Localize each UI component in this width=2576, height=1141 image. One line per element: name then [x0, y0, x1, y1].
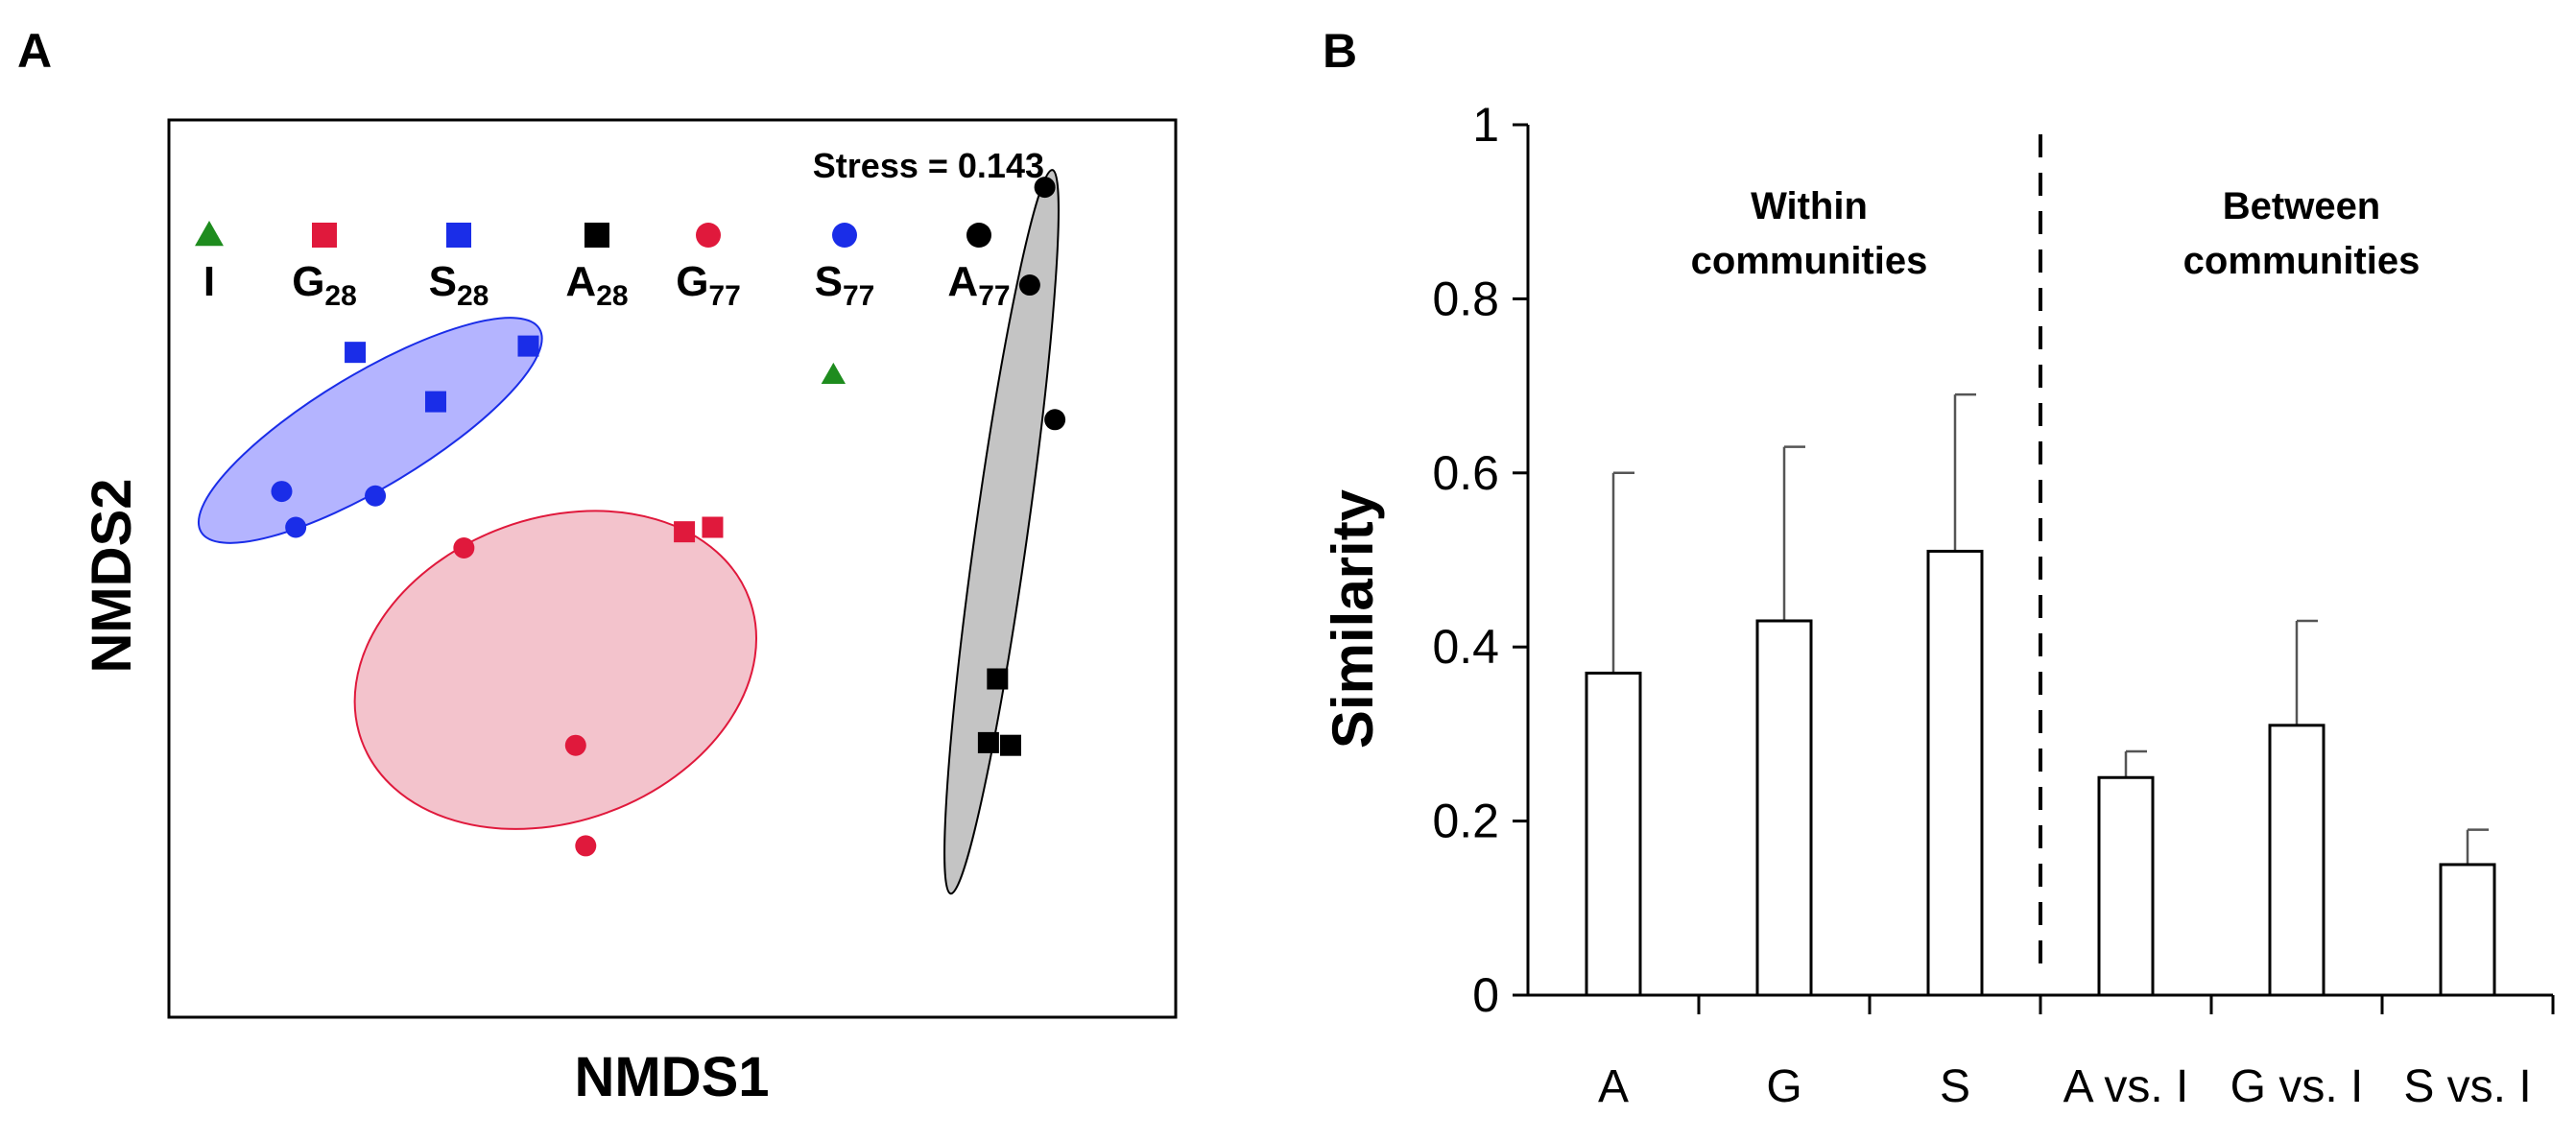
ellipse-g: [353, 510, 757, 830]
point-s-circle: [271, 481, 293, 503]
legend-label: A28: [565, 258, 628, 312]
legend-label: S77: [815, 258, 875, 312]
y-axis-label-similarity: Similarity: [1321, 488, 1385, 749]
legend-item-a28-square: A28: [565, 223, 629, 312]
point-a-square: [999, 734, 1021, 756]
nmds-plot: I G28 S28 A28 G77 S77 A77 Stress = 0.143 NMDS1…: [81, 118, 1178, 1108]
y-tick-label: 0.2: [1432, 795, 1499, 848]
legend-item-g28-square: G28: [292, 223, 357, 312]
panel-label-b: B: [1323, 24, 1357, 78]
legend-marker-triangle: [195, 221, 224, 247]
group-label-between-line2: communities: [2183, 240, 2421, 282]
y-tick-label: 0: [1472, 968, 1499, 1022]
y-axis-label-nmds2: NMDS2: [81, 478, 143, 673]
ellipse-a: [943, 169, 1060, 895]
x-tick-label-s: S: [1940, 1061, 1970, 1112]
legend-item-a77-circle: A77: [947, 223, 1011, 312]
point-g-circle: [575, 835, 597, 857]
group-label-within-line2: communities: [1691, 240, 1928, 282]
point-s-square: [345, 342, 367, 364]
group-label-within-line1: Within: [1751, 185, 1868, 227]
legend-marker-square: [584, 223, 609, 248]
bar-s-vs-i: [2439, 863, 2496, 997]
ordination-points: [271, 177, 1066, 857]
point-s-circle: [285, 516, 307, 538]
legend-marker-circle: [966, 223, 991, 248]
legend-label: G77: [676, 258, 741, 312]
stress-annotation: Stress = 0.143: [813, 146, 1044, 185]
x-tick-label-g-vs-i: G vs. I: [2230, 1061, 2364, 1112]
legend-marker-circle: [696, 223, 721, 248]
legend-item-g77-circle: G77: [676, 223, 741, 312]
point-s-square: [424, 391, 446, 413]
point-g-square: [702, 516, 724, 538]
point-g-circle: [453, 536, 475, 559]
legend-item-s28-square: S28: [429, 223, 489, 312]
panel-label-a: A: [17, 24, 52, 78]
point-s-circle: [365, 485, 387, 507]
legend-label: G28: [292, 258, 357, 312]
point-a-circle: [1018, 274, 1040, 297]
point-a-square: [977, 731, 999, 753]
x-tick-label-g: G: [1766, 1061, 1801, 1112]
y-tick-label: 0.8: [1432, 272, 1499, 325]
point-a-square: [987, 668, 1009, 690]
point-i-triangle: [821, 362, 846, 385]
legend-marker-circle: [832, 223, 857, 248]
x-tick-label-a: A: [1598, 1061, 1629, 1112]
legend-marker-square: [312, 223, 337, 248]
legend-item-s77-circle: S77: [815, 223, 875, 312]
legend: I G28 S28 A28 G77 S77 A77: [195, 221, 1011, 312]
x-tick-label-s-vs-i: S vs. I: [2403, 1061, 2531, 1112]
legend-label: S28: [429, 258, 489, 312]
legend-label: A77: [947, 258, 1010, 312]
bar-g: [1755, 619, 1813, 997]
y-tick-label: 1: [1472, 98, 1499, 152]
bar-a: [1585, 671, 1642, 997]
point-s-square: [517, 335, 539, 357]
bar-g-vs-i: [2268, 724, 2326, 997]
x-axis-label-nmds1: NMDS1: [574, 1046, 769, 1108]
legend-item-i-triangle: I: [195, 221, 224, 305]
legend-label: I: [203, 258, 215, 305]
point-g-circle: [564, 734, 586, 756]
legend-marker-square: [446, 223, 471, 248]
point-a-circle: [1044, 409, 1066, 431]
point-a-circle: [1034, 177, 1056, 199]
bar-s: [1926, 549, 1984, 997]
group-label-between-line1: Between: [2223, 185, 2381, 227]
x-tick-label-a-vs-i: A vs. I: [2063, 1061, 2189, 1112]
y-tick-label: 0.6: [1432, 446, 1499, 500]
y-tick-label: 0.4: [1432, 620, 1499, 674]
point-g-square: [674, 521, 696, 543]
similarity-bar-chart: 0 0.2 0.4 0.6 0.8 1 A G S A vs. I G vs. I S vs. I W…: [1321, 98, 2555, 1112]
bar-a-vs-i: [2097, 775, 2155, 997]
